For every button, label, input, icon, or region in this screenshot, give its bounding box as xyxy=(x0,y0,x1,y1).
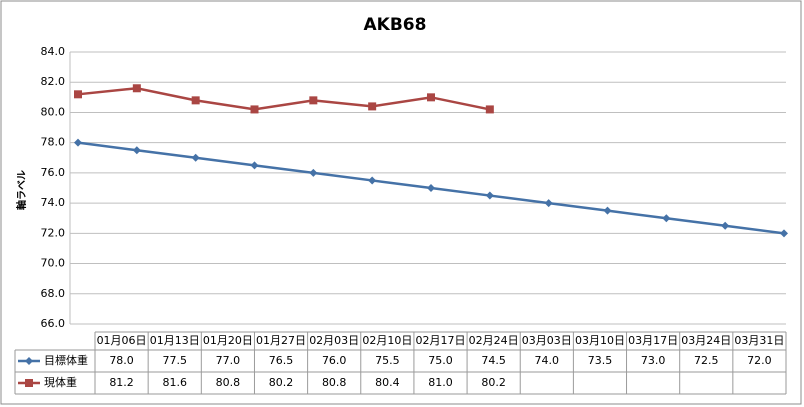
marker xyxy=(132,84,141,93)
marker xyxy=(25,357,33,365)
marker xyxy=(191,96,200,105)
data-label: 80.8 xyxy=(216,376,241,389)
y-tick-label: 80.0 xyxy=(41,105,66,118)
chart-title: AKB68 xyxy=(364,15,427,35)
marker xyxy=(427,93,435,102)
marker xyxy=(309,96,318,105)
marker xyxy=(250,105,259,114)
y-tick-label: 66.0 xyxy=(41,317,66,330)
data-label: 77.0 xyxy=(216,354,241,367)
marker xyxy=(309,168,318,177)
x-tick-label: 02月17日 xyxy=(416,334,466,347)
y-tick-label: 84.0 xyxy=(41,45,66,58)
data-label: 78.0 xyxy=(109,354,134,367)
y-tick-label: 70.0 xyxy=(41,257,66,270)
y-tick-label: 78.0 xyxy=(41,136,66,149)
x-tick-label: 02月24日 xyxy=(469,334,519,347)
x-tick-label: 01月06日 xyxy=(97,334,147,347)
data-label: 80.8 xyxy=(322,376,347,389)
y-tick-label: 74.0 xyxy=(41,196,66,209)
marker xyxy=(662,214,671,223)
data-label: 77.5 xyxy=(162,354,187,367)
data-label: 76.5 xyxy=(269,354,294,367)
data-label: 75.5 xyxy=(375,354,400,367)
x-tick-label: 03月17日 xyxy=(628,334,678,347)
marker xyxy=(721,221,730,230)
data-label: 73.5 xyxy=(588,354,613,367)
x-tick-label: 03月10日 xyxy=(575,334,625,347)
x-tick-label: 01月20日 xyxy=(203,334,253,347)
data-label: 80.2 xyxy=(269,376,294,389)
marker xyxy=(603,206,612,215)
marker xyxy=(25,379,33,387)
marker xyxy=(780,229,788,238)
x-tick-label: 02月03日 xyxy=(309,334,359,347)
series-line xyxy=(77,87,491,111)
marker xyxy=(485,191,494,200)
y-tick-label: 76.0 xyxy=(41,166,66,179)
x-tick-label: 01月13日 xyxy=(150,334,200,347)
data-label: 74.0 xyxy=(535,354,560,367)
marker xyxy=(74,138,82,147)
marker xyxy=(368,102,377,111)
data-label: 74.5 xyxy=(481,354,506,367)
data-label: 81.0 xyxy=(428,376,453,389)
x-tick-label: 02月10日 xyxy=(362,334,412,347)
data-label: 80.2 xyxy=(481,376,506,389)
y-tick-label: 82.0 xyxy=(41,75,66,88)
data-label: 72.5 xyxy=(694,354,719,367)
legend-label: 目標体重 xyxy=(44,353,88,367)
x-tick-label: 01月27日 xyxy=(256,334,306,347)
data-label: 72.0 xyxy=(747,354,772,367)
marker xyxy=(250,161,259,170)
marker xyxy=(132,146,141,155)
marker xyxy=(544,199,553,208)
data-label: 81.6 xyxy=(162,376,187,389)
y-tick-label: 68.0 xyxy=(41,287,66,300)
y-tick-label: 72.0 xyxy=(41,226,66,239)
data-label: 81.2 xyxy=(109,376,134,389)
data-label: 75.0 xyxy=(428,354,453,367)
y-axis-label: 軸ラベル xyxy=(15,170,28,210)
marker xyxy=(191,153,200,162)
marker xyxy=(368,176,377,185)
x-tick-label: 03月24日 xyxy=(681,334,731,347)
marker xyxy=(485,105,494,114)
marker xyxy=(427,184,435,192)
legend-label: 現体重 xyxy=(44,375,77,389)
data-label: 80.4 xyxy=(375,376,400,389)
x-tick-label: 03月03日 xyxy=(522,334,572,347)
data-label: 73.0 xyxy=(641,354,666,367)
marker xyxy=(74,90,82,99)
x-tick-label: 03月31日 xyxy=(734,334,784,347)
data-label: 76.0 xyxy=(322,354,347,367)
